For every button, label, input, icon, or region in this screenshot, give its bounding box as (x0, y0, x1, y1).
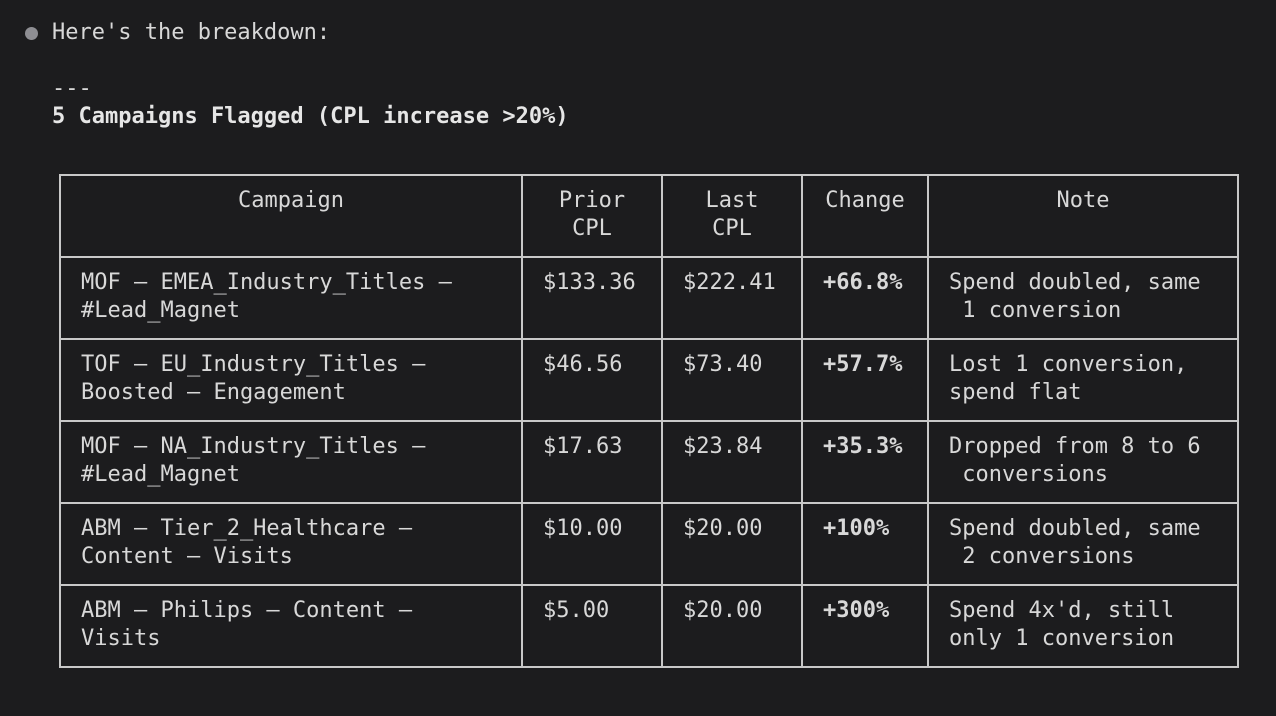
separator-rule: --- (52, 76, 92, 101)
table-row: ABM – Philips – Content – Visits $5.00 $… (59, 584, 1239, 668)
cell-prior-cpl: $10.00 (521, 502, 663, 586)
table-row: ABM – Tier_2_Healthcare – Content – Visi… (59, 502, 1239, 586)
message-bullet-icon (25, 27, 38, 40)
cell-last-cpl: $20.00 (661, 584, 803, 668)
cell-change: +66.8% (801, 256, 929, 340)
cell-campaign: MOF – EMEA_Industry_Titles – #Lead_Magne… (59, 256, 523, 340)
cell-note: Spend 4x'd, still only 1 conversion (927, 584, 1239, 668)
table-row: TOF – EU_Industry_Titles – Boosted – Eng… (59, 338, 1239, 422)
section-heading: 5 Campaigns Flagged (CPL increase >20%) (52, 104, 569, 129)
table-header-row: Campaign Prior CPL Last CPL Change Note (59, 174, 1239, 258)
cell-change: +57.7% (801, 338, 929, 422)
cell-note: Spend doubled, same 1 conversion (927, 256, 1239, 340)
cell-prior-cpl: $133.36 (521, 256, 663, 340)
cell-last-cpl: $73.40 (661, 338, 803, 422)
column-header-last-cpl: Last CPL (661, 174, 803, 258)
column-header-note: Note (927, 174, 1239, 258)
campaigns-table: Campaign Prior CPL Last CPL Change Note … (59, 174, 1239, 668)
cell-campaign: MOF – NA_Industry_Titles – #Lead_Magnet (59, 420, 523, 504)
cell-note: Dropped from 8 to 6 conversions (927, 420, 1239, 504)
cell-note: Spend doubled, same 2 conversions (927, 502, 1239, 586)
column-header-change: Change (801, 174, 929, 258)
cell-note: Lost 1 conversion, spend flat (927, 338, 1239, 422)
cell-change: +300% (801, 584, 929, 668)
table-row: MOF – NA_Industry_Titles – #Lead_Magnet … (59, 420, 1239, 504)
cell-prior-cpl: $5.00 (521, 584, 663, 668)
cell-last-cpl: $222.41 (661, 256, 803, 340)
column-header-campaign: Campaign (59, 174, 523, 258)
cell-campaign: ABM – Tier_2_Healthcare – Content – Visi… (59, 502, 523, 586)
column-header-prior-cpl: Prior CPL (521, 174, 663, 258)
intro-text: Here's the breakdown: (52, 20, 331, 45)
cell-prior-cpl: $46.56 (521, 338, 663, 422)
cell-last-cpl: $20.00 (661, 502, 803, 586)
cell-change: +100% (801, 502, 929, 586)
cell-change: +35.3% (801, 420, 929, 504)
cell-campaign: ABM – Philips – Content – Visits (59, 584, 523, 668)
cell-campaign: TOF – EU_Industry_Titles – Boosted – Eng… (59, 338, 523, 422)
cell-prior-cpl: $17.63 (521, 420, 663, 504)
table-row: MOF – EMEA_Industry_Titles – #Lead_Magne… (59, 256, 1239, 340)
cell-last-cpl: $23.84 (661, 420, 803, 504)
